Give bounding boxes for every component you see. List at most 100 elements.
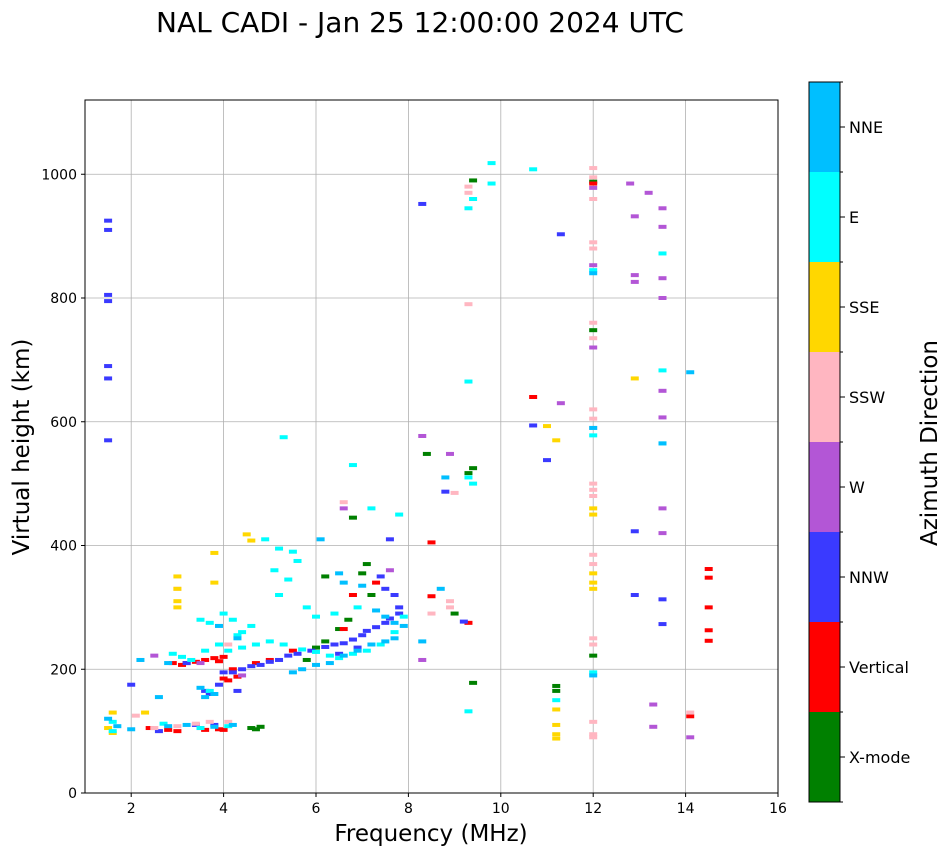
data-point-e xyxy=(348,651,357,656)
data-point-vertical xyxy=(201,657,210,662)
colorbar-tick-label: SSE xyxy=(849,298,879,317)
data-point-nne xyxy=(154,695,163,700)
data-point-sse xyxy=(141,710,150,715)
data-point-nnw xyxy=(630,529,639,534)
data-point-nnw xyxy=(293,651,302,656)
data-point-x-mode xyxy=(251,727,260,732)
data-point-e xyxy=(238,630,247,635)
data-point-sse xyxy=(173,599,182,604)
data-point-nne xyxy=(298,667,307,672)
data-point-ssw xyxy=(589,487,598,492)
data-point-ssw xyxy=(131,713,140,718)
data-point-sse xyxy=(589,580,598,585)
data-point-nnw xyxy=(330,642,339,647)
data-point-nnw xyxy=(284,653,293,658)
data-point-vertical xyxy=(704,638,713,643)
data-point-sse xyxy=(589,506,598,511)
data-point-ssw xyxy=(427,611,436,616)
data-point-nnw xyxy=(307,648,316,653)
data-point-nnw xyxy=(104,227,113,232)
data-point-e xyxy=(376,642,385,647)
data-point-ssw xyxy=(191,721,200,726)
data-point-ssw xyxy=(686,710,695,715)
colorbar-tick-label: Vertical xyxy=(849,658,909,677)
data-point-nne xyxy=(104,716,113,721)
data-point-e xyxy=(178,654,187,659)
data-point-ssw xyxy=(589,494,598,498)
data-point-e xyxy=(325,653,334,658)
data-point-w xyxy=(626,181,635,186)
data-point-ssw xyxy=(589,416,598,421)
data-point-nnw xyxy=(358,633,367,638)
plot-area: 2 4 6 8 10 12 14 16 0 200 400 600 800 1000 xyxy=(41,99,787,817)
data-point-e xyxy=(284,577,293,582)
x-axis-label: Frequency (MHz) xyxy=(334,821,527,847)
data-point-ssw xyxy=(205,719,214,724)
data-point-vertical xyxy=(233,674,242,679)
data-point-nne xyxy=(210,692,219,696)
data-point-w xyxy=(196,661,205,666)
x-tick-label: 6 xyxy=(312,801,321,817)
x-tick-label: 12 xyxy=(584,801,602,817)
data-point-w xyxy=(385,568,394,573)
data-point-ssw xyxy=(589,735,598,740)
data-point-x-mode xyxy=(321,574,330,579)
x-tick-label: 10 xyxy=(492,801,510,817)
data-point-e xyxy=(487,161,496,166)
data-point-ssw xyxy=(589,636,598,641)
data-point-nnw xyxy=(556,232,565,237)
data-point-nnw xyxy=(630,593,639,597)
data-point-e xyxy=(362,648,371,653)
data-point-vertical xyxy=(219,676,228,681)
data-point-nnw xyxy=(219,670,228,675)
data-point-e xyxy=(589,268,598,273)
data-point-nne xyxy=(589,673,598,678)
data-point-nnw xyxy=(362,628,371,633)
data-point-ssw xyxy=(589,166,598,171)
data-point-e xyxy=(205,688,214,693)
data-point-ssw xyxy=(589,642,598,647)
data-point-nnw xyxy=(459,619,468,624)
data-point-w xyxy=(339,506,348,511)
data-point-e xyxy=(395,512,404,517)
data-point-vertical xyxy=(372,580,381,585)
data-point-x-mode xyxy=(589,653,598,658)
data-point-x-mode xyxy=(256,724,265,729)
data-point-vertical xyxy=(224,678,233,683)
data-point-nnw xyxy=(205,692,214,696)
data-point-x-mode xyxy=(321,639,330,644)
data-point-nne xyxy=(288,670,297,675)
data-point-vertical xyxy=(219,727,228,732)
data-point-e xyxy=(312,649,320,654)
data-point-vertical xyxy=(219,654,228,659)
data-point-nnw xyxy=(104,218,113,223)
colorbar-swatch-nne xyxy=(809,82,840,172)
data-point-nne xyxy=(214,623,223,628)
data-point-sse xyxy=(552,722,561,727)
data-point-vertical xyxy=(228,667,237,672)
colorbar-tick-label: NNW xyxy=(849,568,889,587)
data-point-nnw xyxy=(238,667,247,672)
data-point-ssw xyxy=(589,175,598,180)
data-point-e xyxy=(205,620,214,625)
data-point-w xyxy=(589,345,598,350)
data-point-nne xyxy=(325,661,334,666)
data-point-e xyxy=(228,617,237,622)
colorbar-swatch-nnw xyxy=(809,532,840,622)
data-point-ssw xyxy=(589,552,598,557)
data-point-nnw xyxy=(348,637,357,642)
data-point-e xyxy=(196,617,205,622)
data-point-x-mode xyxy=(469,178,478,183)
data-point-x-mode xyxy=(367,593,376,597)
data-point-w xyxy=(418,657,427,662)
data-point-e xyxy=(658,251,667,256)
data-point-nnw xyxy=(154,729,163,734)
data-point-sse xyxy=(543,424,551,429)
data-point-e xyxy=(251,642,260,647)
data-point-w xyxy=(658,276,667,281)
data-point-ssw xyxy=(224,642,233,647)
data-point-nne xyxy=(201,695,210,700)
data-point-nne xyxy=(136,657,145,662)
data-point-e xyxy=(224,648,233,653)
data-point-e xyxy=(279,435,288,440)
